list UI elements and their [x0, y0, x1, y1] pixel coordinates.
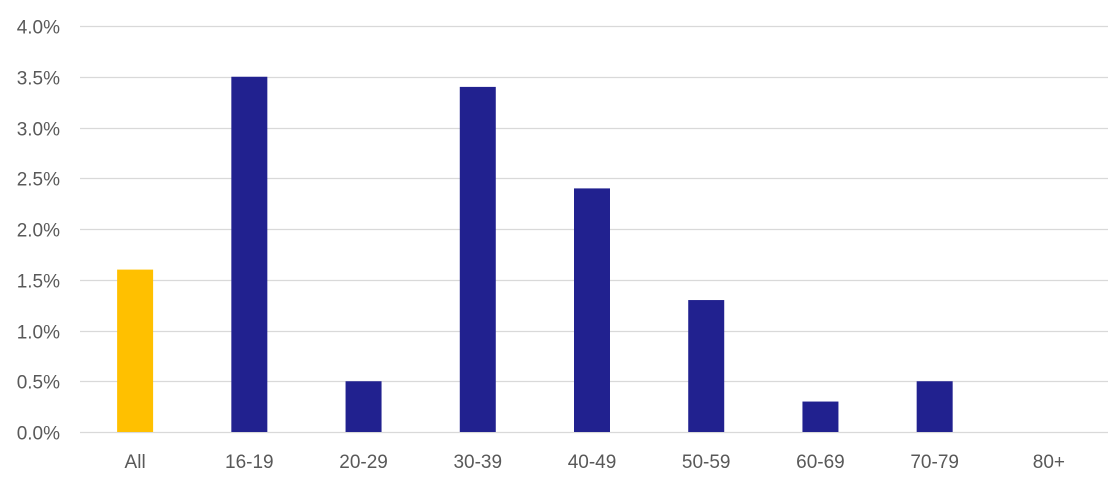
bar-30-39	[459, 86, 496, 433]
bar-16-19	[231, 76, 268, 432]
x-tick-label: All	[125, 452, 146, 473]
y-tick-label: 2.5%	[17, 170, 60, 191]
y-tick-label: 1.0%	[17, 323, 60, 344]
x-tick-label: 70-79	[910, 452, 959, 473]
bar-60-69	[802, 401, 839, 432]
y-tick-label: 1.5%	[17, 272, 60, 293]
x-tick-label: 80+	[1033, 452, 1065, 473]
x-axis-tick-labels: All 16-19 20-29 30-39 40-49 50-59 60-69 70-79 80…	[125, 452, 1065, 473]
y-tick-label: 3.0%	[17, 120, 60, 141]
y-tick-label: 4.0%	[17, 18, 60, 39]
x-tick-label: 20-29	[339, 452, 388, 473]
x-tick-label: 30-39	[453, 452, 502, 473]
x-tick-label: 50-59	[682, 452, 731, 473]
y-tick-label: 0.5%	[17, 373, 60, 394]
bar-20-29	[345, 381, 382, 432]
y-axis-tick-labels: 0.0% 0.5% 1.0% 1.5% 2.0% 2.5% 3.0% 3.5% 4.0%	[17, 18, 60, 445]
y-tick-label: 3.5%	[17, 69, 60, 90]
x-tick-label: 16-19	[225, 452, 274, 473]
bar-70-79	[916, 381, 953, 432]
y-tick-label: 2.0%	[17, 221, 60, 242]
x-tick-label: 60-69	[796, 452, 845, 473]
bar-40-49	[574, 188, 610, 432]
bar-All	[117, 269, 154, 432]
bars	[117, 76, 953, 433]
x-tick-label: 40-49	[568, 452, 617, 473]
y-tick-label: 0.0%	[17, 424, 60, 445]
bar-50-59	[688, 300, 725, 432]
